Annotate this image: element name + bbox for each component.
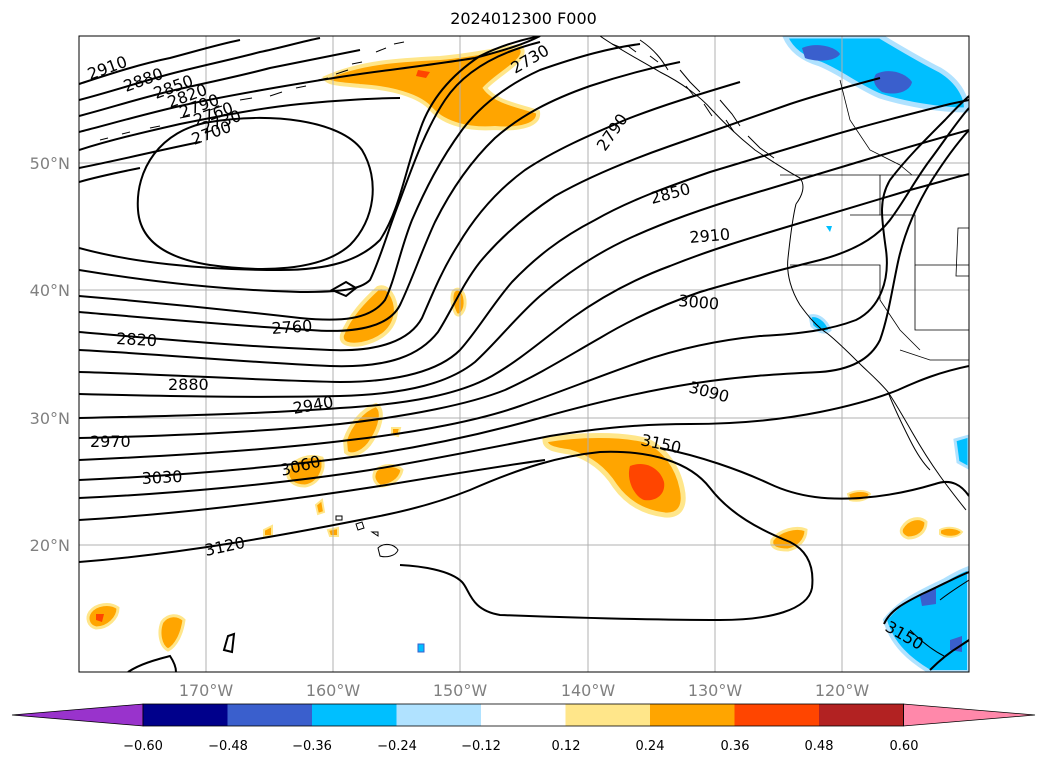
colorbar-swatch	[903, 703, 1036, 727]
colorbar-swatch	[650, 704, 735, 726]
lon-label: 150°W	[433, 681, 488, 700]
map-area: 2910 2880 2850 2820 2790 2760 2730 2700 …	[79, 36, 969, 672]
colorbar-tick-label: 0.48	[805, 739, 834, 754]
lat-label: 50°N	[30, 154, 70, 173]
lat-label: 20°N	[30, 536, 70, 555]
lon-label: 160°W	[306, 681, 361, 700]
height-contours	[79, 36, 969, 672]
colorbar-tick-label: −0.36	[292, 739, 332, 754]
lon-label: 130°W	[688, 681, 743, 700]
contour-label: 2970	[90, 432, 131, 451]
contour-label: 2880	[168, 375, 209, 394]
borders	[780, 79, 969, 361]
colorbar-swatch	[481, 704, 566, 726]
gridlines	[79, 36, 969, 672]
colorbar-swatch	[396, 704, 482, 726]
contour-label: 2820	[116, 329, 158, 350]
colorbar-tick-label: −0.48	[208, 739, 248, 754]
colorbar-swatch	[819, 704, 904, 726]
colorbar-swatch	[11, 703, 144, 727]
colorbar: −0.60 −0.48 −0.36 −0.24 −0.12 0.12 0.24 …	[11, 703, 1036, 754]
colorbar-tick-label: −0.60	[123, 739, 163, 754]
colorbar-swatch	[734, 704, 820, 726]
lat-label: 40°N	[30, 281, 70, 300]
longitude-labels: 170°W 160°W 150°W 140°W 130°W 120°W	[179, 681, 870, 700]
colorbar-swatch	[312, 704, 397, 726]
colorbar-tick-label: 0.24	[636, 739, 665, 754]
map-frame	[78, 35, 970, 673]
colorbar-tick-label: 0.60	[890, 739, 919, 754]
colorbar-swatches	[11, 703, 1036, 727]
colorbar-ticks: −0.60 −0.48 −0.36 −0.24 −0.12 0.12 0.24 …	[123, 739, 918, 754]
lat-label: 30°N	[30, 409, 70, 428]
contour-label: 2760	[271, 316, 313, 338]
contour-label: 3030	[141, 467, 183, 488]
colorbar-tick-label: 0.36	[721, 739, 750, 754]
colorbar-swatch	[565, 704, 651, 726]
contour-label: 2910	[689, 225, 731, 247]
map-title: 2024012300 F000	[450, 9, 597, 28]
lon-label: 140°W	[561, 681, 616, 700]
lon-label: 170°W	[179, 681, 234, 700]
latitude-labels: 50°N 40°N 30°N 20°N	[30, 154, 70, 555]
colorbar-tick-label: −0.12	[461, 739, 501, 754]
colorbar-swatch	[227, 704, 313, 726]
colorbar-swatch	[143, 704, 228, 726]
colorbar-frame	[142, 703, 904, 727]
contour-label: 3000	[678, 291, 720, 313]
colorbar-tick-label: 0.12	[552, 739, 581, 754]
lon-label: 120°W	[815, 681, 870, 700]
colorbar-tick-label: −0.24	[377, 739, 417, 754]
